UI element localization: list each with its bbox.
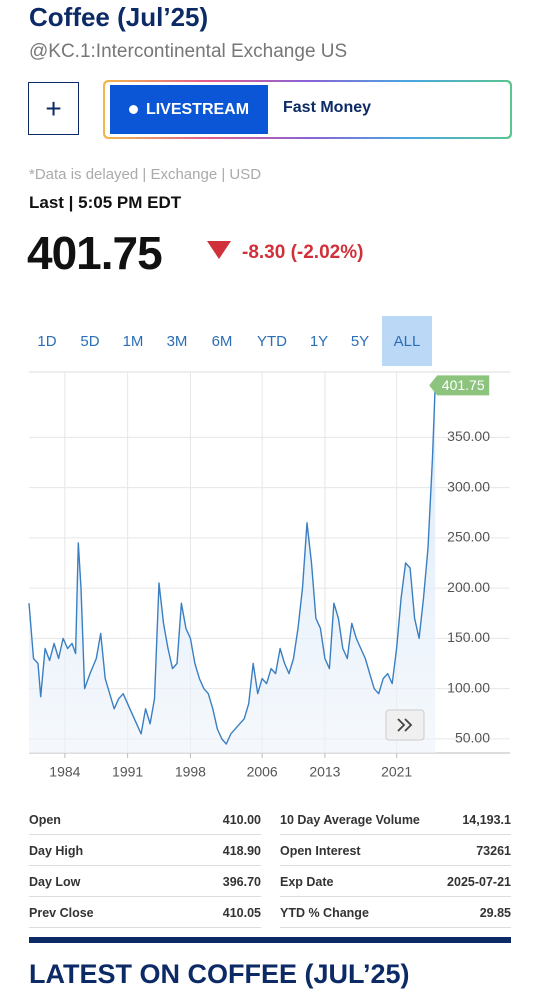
stats-row: Open 410.00 10 Day Average Volume 14,193.1 [29, 804, 511, 835]
divider [29, 937, 511, 943]
range-tab[interactable]: 1M [122, 332, 144, 350]
stat-value: 73261 [476, 844, 511, 858]
y-tick-label: 50.00 [455, 730, 490, 746]
show-link[interactable]: Fast Money [283, 99, 372, 116]
y-tick-label: 150.00 [447, 629, 490, 645]
stat-label: Open Interest [280, 844, 361, 858]
livestream-label: LIVESTREAM [145, 100, 250, 118]
price-line [28, 385, 436, 745]
last-price: 401.75 [27, 227, 163, 279]
stat-label: YTD % Change [280, 906, 369, 920]
y-tick-label: 200.00 [447, 579, 490, 595]
stat-value: 410.00 [222, 813, 261, 827]
stat-label: Exp Date [280, 875, 334, 889]
stats-row: Day Low 396.70 Exp Date 2025-07-21 [29, 866, 511, 897]
chart: 50.00 100.00 150.00 200.00 250.00 300.00 350.0… [28, 371, 510, 780]
stat-label: 10 Day Average Volume [280, 813, 420, 827]
stat-value: 418.90 [222, 844, 261, 858]
row-separator [29, 896, 261, 897]
expand-icon [397, 718, 413, 732]
stat-label: Day Low [29, 875, 81, 889]
range-tab[interactable]: 6M [211, 332, 233, 350]
stat-value: 14,193.1 [462, 813, 511, 827]
time-label: Last | 5:05 PM EDT [29, 193, 182, 212]
row-separator [280, 896, 511, 897]
stat-label: Day High [29, 844, 84, 858]
row-separator [280, 834, 511, 835]
range-tab[interactable]: ALL [382, 316, 432, 366]
last-label: 401.75 [442, 377, 485, 393]
row-separator [29, 834, 261, 835]
x-tick-label: 2013 [309, 764, 340, 780]
range-tab[interactable]: 3M [166, 332, 188, 350]
stats-row: Day High 418.90 Open Interest 73261 [29, 835, 511, 866]
row-separator [29, 927, 261, 928]
x-tick-label: 2006 [247, 764, 278, 780]
delay-note: *Data is delayed | Exchange | USD [29, 166, 262, 183]
subtitle: @KC.1:Intercontinental Exchange US [29, 41, 348, 62]
stats-table: Open 410.00 10 Day Average Volume 14,193.1 D… [29, 804, 511, 928]
y-tick-label: 250.00 [447, 529, 490, 545]
stat-value: 2025-07-21 [447, 875, 511, 889]
x-tick-label: 2021 [381, 764, 412, 780]
range-tab[interactable]: YTD [257, 332, 287, 350]
livestream-button[interactable]: LIVESTREAM [110, 85, 268, 134]
stat-value: 410.05 [222, 906, 261, 920]
live-dot [128, 105, 138, 114]
stat-value: 29.85 [479, 906, 511, 920]
stat-label: Open [29, 813, 61, 827]
last-marker [429, 375, 490, 396]
x-tick-label: 1991 [112, 764, 143, 780]
row-separator [280, 927, 511, 928]
range-tab[interactable]: 1Y [309, 332, 329, 350]
stats-row: Prev Close 410.05 YTD % Change 29.85 [29, 897, 511, 928]
title: Coffee (Jul’25) [29, 2, 209, 32]
range-tab[interactable]: 5D [80, 332, 100, 350]
add-button[interactable]: + [28, 82, 79, 135]
row-separator [29, 865, 261, 866]
range-tab[interactable]: 5Y [350, 332, 370, 350]
area [29, 385, 436, 753]
price-change: -8.30 (-2.02%) [242, 242, 364, 263]
promo-inner: LIVESTREAM Fast Money [105, 82, 510, 137]
promo-box: LIVESTREAM Fast Money [103, 80, 512, 139]
y-tick-label: 300.00 [447, 478, 490, 494]
down-arrow [207, 241, 231, 259]
row-separator [280, 865, 511, 866]
y-tick-label: 350.00 [447, 428, 490, 444]
x-tick-label: 1998 [175, 764, 206, 780]
stat-value: 396.70 [222, 875, 261, 889]
y-tick-label: 100.00 [447, 679, 490, 695]
section-heading: LATEST ON COFFEE (JUL’25) [29, 959, 410, 989]
stat-label: Prev Close [29, 906, 94, 920]
x-tick-label: 1984 [49, 764, 80, 780]
range-tab[interactable]: 1D [37, 332, 57, 350]
